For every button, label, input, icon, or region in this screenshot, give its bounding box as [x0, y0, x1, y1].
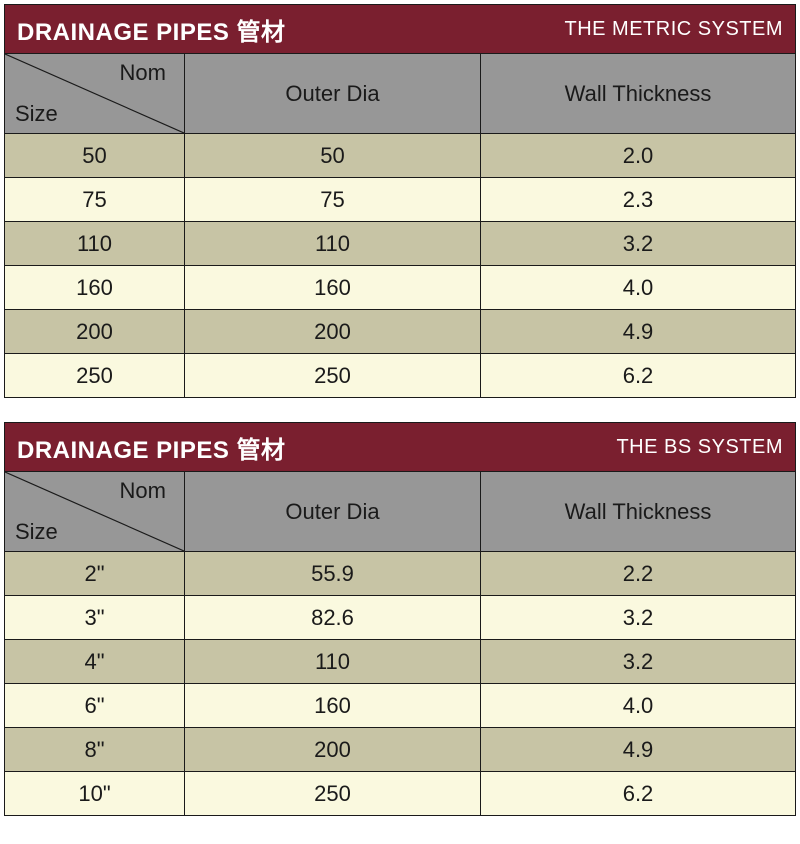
header-cell: Outer Dia	[185, 54, 481, 133]
header-cell: Outer Dia	[185, 472, 481, 551]
table-cell: 4.0	[481, 266, 795, 309]
table-cell: 55.9	[185, 552, 481, 595]
table-row: 75752.3	[5, 177, 795, 221]
table-cell: 4.0	[481, 684, 795, 727]
table-cell: 6.2	[481, 354, 795, 397]
table-cell: 75	[5, 178, 185, 221]
table-cell: 250	[185, 354, 481, 397]
table-cell: 4.9	[481, 310, 795, 353]
table-cell: 2.2	[481, 552, 795, 595]
table-cell: 6.2	[481, 772, 795, 815]
table-cell: 6"	[5, 684, 185, 727]
table-cell: 250	[185, 772, 481, 815]
table-cell: 3.2	[481, 640, 795, 683]
table-cell: 2.3	[481, 178, 795, 221]
header-diag-top: Nom	[120, 60, 166, 86]
table-cell: 110	[185, 640, 481, 683]
table-title-bar: DRAINAGE PIPES 管材 THE METRIC SYSTEM	[5, 5, 795, 53]
table-row: 2002004.9	[5, 309, 795, 353]
table-cell: 50	[5, 134, 185, 177]
table-cell: 250	[5, 354, 185, 397]
table-cell: 160	[185, 266, 481, 309]
table-title: DRAINAGE PIPES 管材	[17, 12, 286, 47]
table-cell: 4.9	[481, 728, 795, 771]
table-row: 2502506.2	[5, 353, 795, 397]
table-cell: 200	[185, 728, 481, 771]
table-cell: 110	[185, 222, 481, 265]
table-row: 1101103.2	[5, 221, 795, 265]
table-subtitle: THE BS SYSTEM	[616, 436, 783, 459]
table-block: DRAINAGE PIPES 管材 THE METRIC SYSTEM Nom Siz…	[4, 4, 796, 398]
header-cell: Wall Thickness	[481, 54, 795, 133]
table-row: 50502.0	[5, 133, 795, 177]
page-root: DRAINAGE PIPES 管材 THE METRIC SYSTEM Nom Siz…	[4, 4, 796, 816]
table-cell: 4"	[5, 640, 185, 683]
table-row: 10"2506.2	[5, 771, 795, 815]
header-cell-diagonal: Nom Size	[5, 54, 185, 133]
table-cell: 160	[185, 684, 481, 727]
table-block: DRAINAGE PIPES 管材 THE BS SYSTEM Nom Size Out…	[4, 422, 796, 816]
table-cell: 50	[185, 134, 481, 177]
table-row: 6"1604.0	[5, 683, 795, 727]
table-cell: 3.2	[481, 596, 795, 639]
table-cell: 2.0	[481, 134, 795, 177]
header-cell: Wall Thickness	[481, 472, 795, 551]
table-cell: 10"	[5, 772, 185, 815]
table-header-row: Nom Size Outer DiaWall Thickness	[5, 471, 795, 551]
table-cell: 3.2	[481, 222, 795, 265]
table-cell: 200	[185, 310, 481, 353]
table-cell: 82.6	[185, 596, 481, 639]
table-title-bar: DRAINAGE PIPES 管材 THE BS SYSTEM	[5, 423, 795, 471]
header-diag-top: Nom	[120, 478, 166, 504]
header-cell-diagonal: Nom Size	[5, 472, 185, 551]
table-cell: 160	[5, 266, 185, 309]
table-subtitle: THE METRIC SYSTEM	[564, 18, 783, 41]
table-row: 1601604.0	[5, 265, 795, 309]
table-header-row: Nom Size Outer DiaWall Thickness	[5, 53, 795, 133]
table-cell: 2"	[5, 552, 185, 595]
table-row: 3"82.63.2	[5, 595, 795, 639]
table-row: 8"2004.9	[5, 727, 795, 771]
table-cell: 110	[5, 222, 185, 265]
table-cell: 200	[5, 310, 185, 353]
table-title: DRAINAGE PIPES 管材	[17, 430, 286, 465]
header-diag-bottom: Size	[15, 519, 58, 545]
table-cell: 75	[185, 178, 481, 221]
table-cell: 8"	[5, 728, 185, 771]
table-cell: 3"	[5, 596, 185, 639]
table-row: 2"55.92.2	[5, 551, 795, 595]
header-diag-bottom: Size	[15, 101, 58, 127]
table-row: 4"1103.2	[5, 639, 795, 683]
